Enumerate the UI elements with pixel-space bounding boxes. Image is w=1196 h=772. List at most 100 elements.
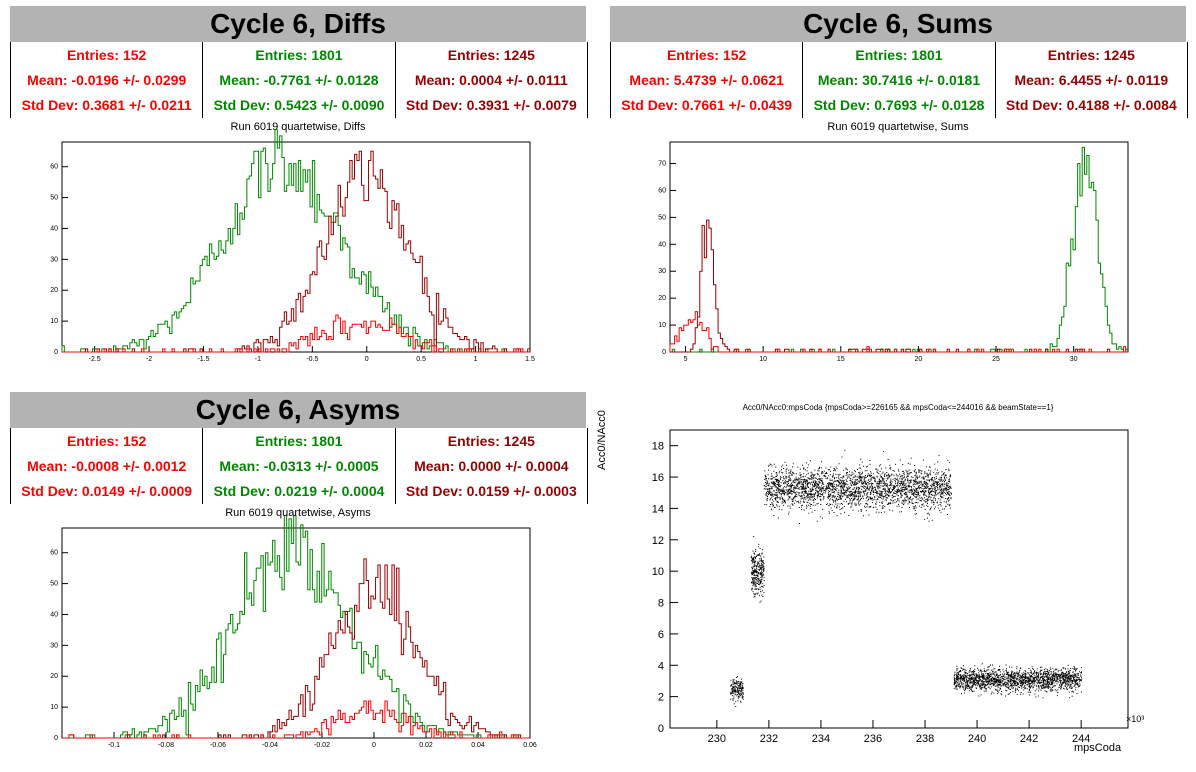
stat-entries: Entries: 1245: [447, 432, 535, 449]
y-tick-label: 0: [662, 349, 666, 356]
y-tick-label: 10: [50, 318, 58, 325]
histogram-series-line: [669, 311, 1128, 353]
histogram-series-line: [62, 150, 530, 353]
y-tick-label: 20: [658, 295, 666, 302]
stat-std: Std Dev: 0.0219 +/- 0.0004: [213, 483, 385, 500]
y-tick-label: 0: [658, 723, 664, 735]
y-tick-label: 50: [50, 195, 58, 202]
y-tick-label: 16: [652, 472, 664, 484]
stat-mean: Mean: -0.0313 +/- 0.0005: [219, 457, 379, 474]
scatter-title: Acc0/NAcc0:mpsCoda {mpsCoda>=226165 && m…: [742, 403, 1054, 412]
stat-mean: Mean: -0.7761 +/- 0.0128: [219, 71, 379, 88]
x-tick-label: -0.06: [210, 742, 226, 749]
x-tick-label: 15: [837, 356, 845, 363]
y-tick-label: 40: [50, 611, 58, 618]
x-tick-label: 238: [916, 733, 934, 745]
x-tick-label: 0.02: [419, 742, 433, 749]
x-tick-label: 230: [708, 733, 726, 745]
stat-mean: Mean: 6.4455 +/- 0.0119: [1014, 71, 1169, 88]
stat-entries: Entries: 1801: [255, 432, 343, 449]
stat-entries: Entries: 152: [666, 46, 747, 63]
y-tick-label: 30: [658, 268, 666, 275]
stat-mean: Mean: 0.0000 +/- 0.0004: [414, 457, 569, 474]
diffs-title: Cycle 6, Diffs: [10, 6, 586, 42]
x-tick-label: 0: [372, 742, 376, 749]
y-tick-label: 40: [658, 241, 666, 248]
histogram-series-line: [62, 314, 530, 353]
histogram-series-line: [61, 129, 530, 353]
diffs-stats-col-0: Entries: 152 Mean: -0.0196 +/- 0.0299 St…: [11, 42, 204, 118]
scatter-xlabel: mpsCoda: [1074, 742, 1122, 754]
stat-mean: Mean: 0.0004 +/- 0.0111: [414, 71, 568, 88]
x-tick-label: 5: [684, 356, 688, 363]
stat-entries: Entries: 152: [66, 432, 147, 449]
sums-stats-col-0: Entries: 152 Mean: 5.4739 +/- 0.0621 Std…: [611, 42, 804, 118]
diffs-stats-col-1: Entries: 1801 Mean: -0.7761 +/- 0.0128 S…: [203, 42, 396, 118]
stat-std: Std Dev: 0.5423 +/- 0.0090: [213, 97, 385, 114]
y-tick-label: 10: [658, 322, 666, 329]
diffs-stats: Entries: 152 Mean: -0.0196 +/- 0.0299 St…: [10, 42, 588, 118]
y-tick-label: 6: [658, 629, 664, 641]
y-tick-label: 70: [658, 161, 666, 168]
histogram-series-line: [62, 700, 530, 739]
x-tick-label: 10: [759, 356, 767, 363]
x-tick-label: 1: [474, 356, 478, 363]
y-tick-label: 0: [54, 735, 58, 742]
stat-mean: Mean: -0.0008 +/- 0.0012: [27, 457, 187, 474]
x-tick-label: 0.04: [471, 742, 485, 749]
asyms-stats-col-1: Entries: 1801 Mean: -0.0313 +/- 0.0005 S…: [203, 428, 396, 504]
x-tick-label: 0.06: [523, 742, 537, 749]
scatter-ylabel: Acc0/NAcc0: [596, 410, 608, 470]
x-tick-label: 20: [915, 356, 923, 363]
asyms-subtitle: Run 6019 quartetwise, Asyms: [225, 507, 371, 519]
y-tick-label: 0: [54, 349, 58, 356]
histogram-series-line: [62, 515, 530, 739]
x-tick-label: 232: [760, 733, 778, 745]
histogram-series-line: [670, 219, 1128, 353]
y-tick-label: 4: [658, 660, 664, 672]
sums-subtitle: Run 6019 quartetwise, Sums: [827, 121, 969, 133]
stat-std: Std Dev: 0.7693 +/- 0.0128: [813, 97, 985, 114]
x-tick-label: 234: [812, 733, 830, 745]
stat-entries: Entries: 1245: [447, 46, 535, 63]
y-tick-label: 2: [658, 692, 664, 704]
y-tick-label: 30: [50, 642, 58, 649]
asyms-title: Cycle 6, Asyms: [10, 392, 586, 428]
sums-stats: Entries: 152 Mean: 5.4739 +/- 0.0621 Std…: [610, 42, 1188, 118]
plot-frame: [669, 429, 1129, 729]
x-tick-label: -1: [255, 356, 261, 363]
stat-mean: Mean: 5.4739 +/- 0.0621: [629, 71, 784, 88]
stat-std: Std Dev: 0.3681 +/- 0.0211: [21, 97, 192, 114]
x-tick-label: 236: [864, 733, 882, 745]
histogram-series-line: [62, 558, 530, 739]
scatter-x-exponent: ×10³: [1126, 714, 1145, 724]
x-tick-label: -0.5: [306, 356, 318, 363]
stat-std: Std Dev: 0.0149 +/- 0.0009: [21, 483, 193, 500]
scatter-points: [730, 676, 744, 707]
y-tick-label: 60: [658, 187, 666, 194]
y-tick-label: 30: [50, 256, 58, 263]
y-tick-label: 50: [50, 581, 58, 588]
y-tick-label: 14: [652, 503, 664, 515]
plot-frame: [61, 141, 531, 353]
x-tick-label: 25: [992, 356, 1000, 363]
y-tick-label: 40: [50, 225, 58, 232]
y-tick-label: 60: [50, 550, 58, 557]
sums-stats-col-1: Entries: 1801 Mean: 30.7416 +/- 0.0181 S…: [803, 42, 996, 118]
stat-std: Std Dev: 0.0159 +/- 0.0003: [405, 483, 577, 500]
y-tick-label: 20: [50, 287, 58, 294]
stat-std: Std Dev: 0.4188 +/- 0.0084: [1005, 97, 1177, 114]
sums-title: Cycle 6, Sums: [610, 6, 1186, 42]
x-tick-label: -2: [146, 356, 152, 363]
stat-entries: Entries: 1245: [1047, 46, 1135, 63]
stat-mean: Mean: -0.0196 +/- 0.0299: [27, 71, 187, 88]
y-tick-label: 20: [50, 673, 58, 680]
y-tick-label: 50: [658, 214, 666, 221]
stat-entries: Entries: 1801: [255, 46, 343, 63]
plot-frame: [61, 527, 531, 739]
x-tick-label: -0.08: [158, 742, 174, 749]
stat-entries: Entries: 1801: [855, 46, 943, 63]
x-tick-label: 0.5: [416, 356, 426, 363]
histogram-series-line: [670, 146, 1128, 353]
x-tick-label: -1.5: [197, 356, 209, 363]
